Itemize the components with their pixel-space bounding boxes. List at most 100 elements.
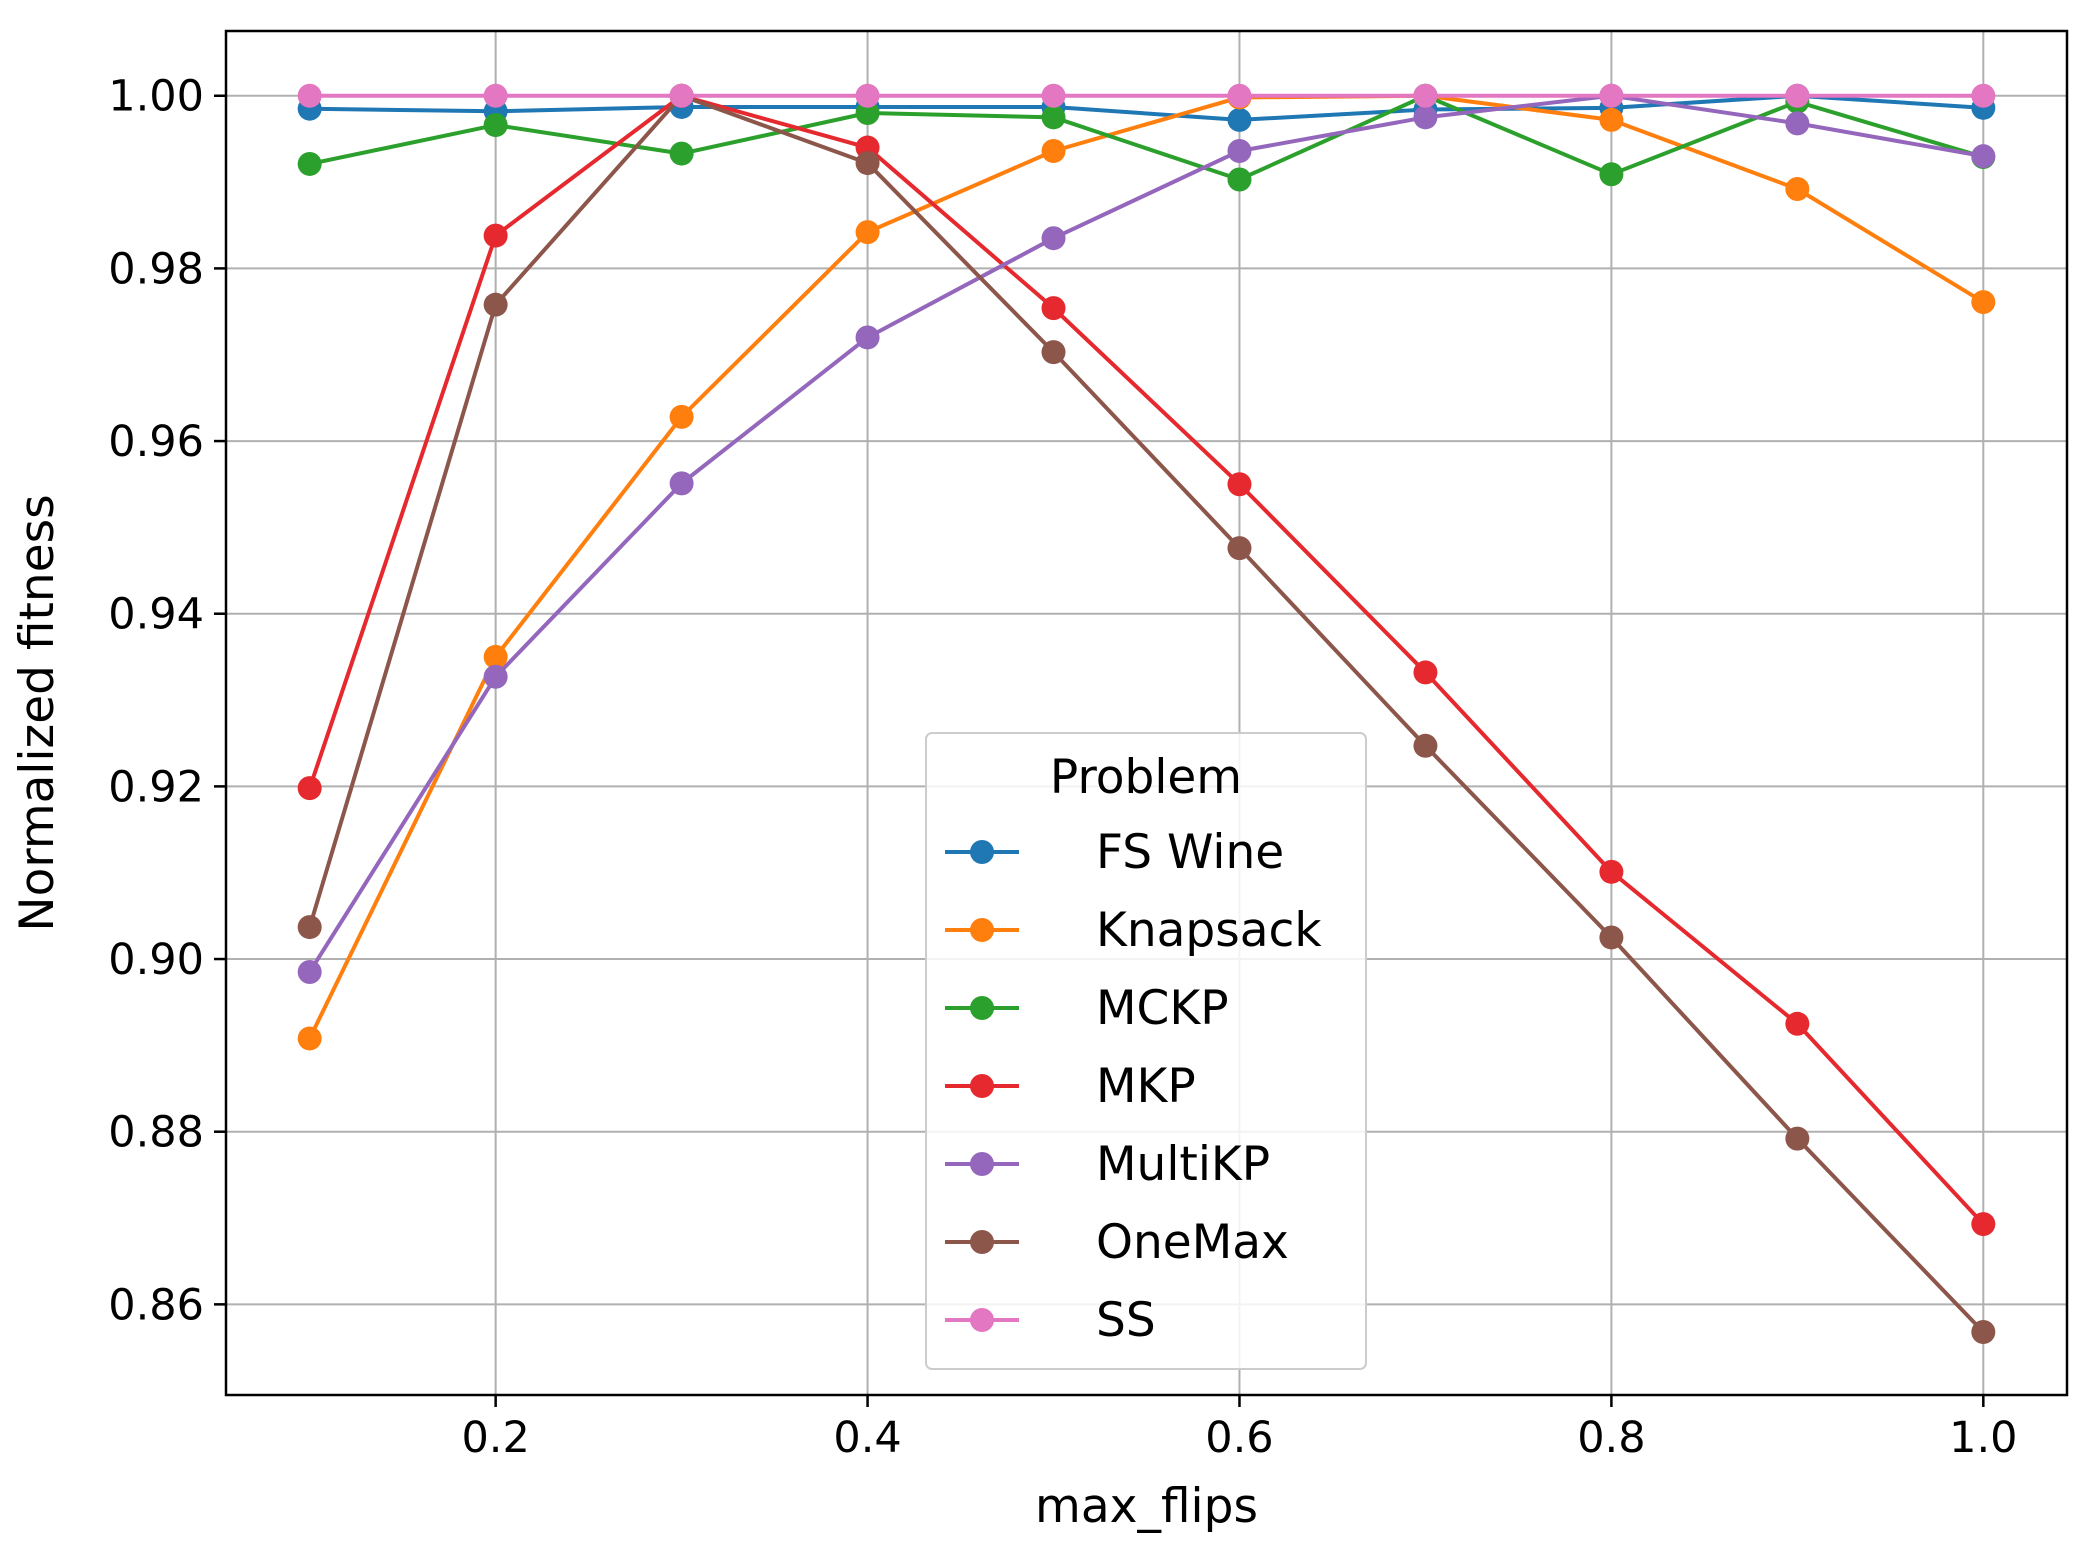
data-point <box>855 220 880 245</box>
y-tick-label: 0.94 <box>108 590 204 640</box>
data-point <box>1413 83 1438 108</box>
data-point <box>1785 176 1810 201</box>
series-line <box>307 93 1984 974</box>
legend-items: FS Wine Knapsack MCKP MKP MultiKP OneMax SS <box>945 825 1322 1348</box>
x-axis-label: max_flips <box>1035 1479 1258 1534</box>
data-point <box>1227 536 1252 561</box>
y-tick-label: 1.00 <box>108 72 204 122</box>
legend-item: SS <box>945 1293 1156 1348</box>
series-line <box>309 93 1984 122</box>
data-point <box>297 1026 322 1051</box>
legend-label: MKP <box>1096 1059 1196 1114</box>
series-line <box>309 93 1984 182</box>
legend-marker <box>970 840 994 864</box>
data-point <box>1971 83 1996 108</box>
data-point <box>483 113 508 138</box>
data-point <box>855 101 880 126</box>
data-point <box>1785 111 1810 136</box>
series-line <box>307 93 1985 1334</box>
legend-item: OneMax <box>945 1215 1289 1270</box>
y-tick-label: 0.90 <box>108 935 204 985</box>
data-point <box>1227 83 1252 108</box>
data-point <box>669 404 694 429</box>
legend-item: MCKP <box>945 981 1229 1036</box>
data-point <box>855 325 880 350</box>
data-point <box>297 151 322 176</box>
data-point <box>1227 107 1252 132</box>
data-point <box>1971 290 1996 315</box>
data-point <box>1413 660 1438 685</box>
x-tick-label: 0.8 <box>1577 1413 1645 1463</box>
legend-item: MKP <box>945 1059 1196 1114</box>
data-point <box>1599 859 1624 884</box>
x-axis: 0.2 0.4 0.6 0.8 1.0 <box>461 1395 2018 1463</box>
y-tick-label: 0.92 <box>108 762 204 812</box>
data-point <box>1041 105 1066 130</box>
legend-label: Knapsack <box>1096 903 1322 958</box>
data-point <box>1971 144 1996 169</box>
data-point <box>1971 1212 1996 1237</box>
legend-marker <box>970 1230 994 1254</box>
series-line <box>307 93 1985 1226</box>
data-point <box>1599 107 1624 132</box>
data-point <box>1041 226 1066 251</box>
grid-lines <box>226 31 2067 1395</box>
x-tick-label: 1.0 <box>1949 1413 2017 1463</box>
data-point <box>1041 296 1066 321</box>
y-tick-label: 0.98 <box>108 244 204 294</box>
y-tick-label: 0.88 <box>108 1108 204 1158</box>
legend-label: SS <box>1096 1293 1156 1348</box>
data-point <box>1227 167 1252 192</box>
data-point <box>1413 105 1438 130</box>
data-point <box>1785 83 1810 108</box>
data-point <box>483 223 508 248</box>
data-point <box>1599 925 1624 950</box>
legend-label: OneMax <box>1096 1215 1289 1270</box>
x-tick-label: 0.2 <box>461 1413 529 1463</box>
data-point <box>297 915 322 940</box>
x-tick-label: 0.6 <box>1205 1413 1273 1463</box>
data-point <box>1785 1011 1810 1036</box>
y-axis-label: Normalized fitness <box>10 494 65 931</box>
data-point <box>297 776 322 801</box>
data-point <box>483 664 508 689</box>
data-point <box>669 83 694 108</box>
data-point <box>1041 340 1066 365</box>
data-point <box>1041 138 1066 163</box>
legend-label: FS Wine <box>1096 825 1284 880</box>
legend-box <box>925 732 1367 1370</box>
data-point <box>1785 1126 1810 1151</box>
legend: Problem FS Wine Knapsack MCKP MKP MultiKP One… <box>925 732 1367 1370</box>
y-tick-label: 0.86 <box>108 1280 204 1330</box>
legend-title: Problem <box>1050 750 1242 805</box>
y-axis: 0.86 0.88 0.90 0.92 0.94 0.96 0.98 1.00 <box>108 72 226 1330</box>
data-point <box>297 959 322 984</box>
legend-marker <box>970 1152 994 1176</box>
data-point <box>1971 1319 1996 1344</box>
legend-label: MCKP <box>1096 981 1229 1036</box>
y-tick-label: 0.96 <box>108 417 204 467</box>
data-point <box>1041 83 1066 108</box>
data-point <box>1599 162 1624 187</box>
legend-marker <box>970 996 994 1020</box>
plot-frame <box>224 29 2069 1397</box>
legend-item: Knapsack <box>945 903 1322 958</box>
data-point <box>1227 472 1252 497</box>
data-point <box>297 83 322 108</box>
legend-marker <box>970 1308 994 1332</box>
data-point <box>483 292 508 317</box>
legend-item: FS Wine <box>945 825 1284 880</box>
data-point <box>855 151 880 176</box>
data-point <box>1599 83 1624 108</box>
data-point <box>1413 733 1438 758</box>
series-ss <box>297 83 1996 108</box>
legend-item: MultiKP <box>945 1137 1270 1192</box>
data-point <box>669 141 694 166</box>
data-point <box>483 644 508 669</box>
series-line <box>307 93 1985 1040</box>
data-point <box>855 83 880 108</box>
data-point <box>483 83 508 108</box>
legend-marker <box>970 918 994 942</box>
series-layer <box>297 83 1996 1344</box>
